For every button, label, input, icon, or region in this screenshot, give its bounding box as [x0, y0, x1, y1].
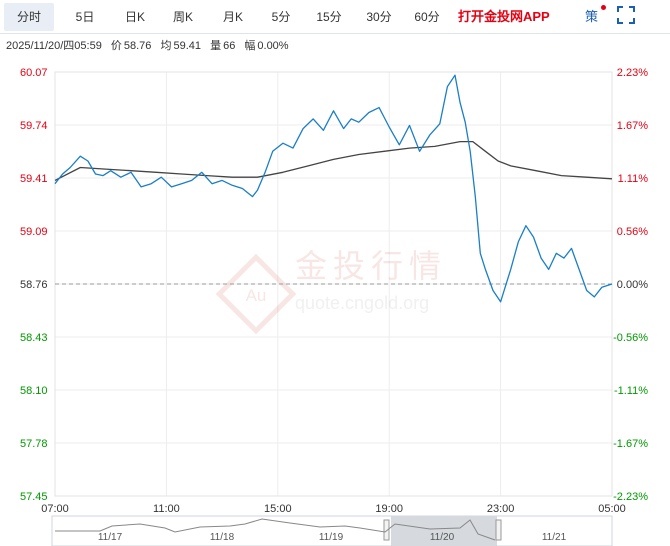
fullscreen-icon[interactable] — [617, 6, 635, 24]
y-left-tick-label: 57.45 — [20, 491, 48, 503]
x-tick-label: 11:00 — [153, 503, 180, 515]
tab-30min[interactable]: 30分 — [366, 10, 392, 24]
info-datetime: 2025/11/20/四05:59 — [6, 40, 102, 52]
price-series-line — [54, 74, 613, 303]
y-left-tick-label: 57.78 — [20, 438, 48, 450]
strategy-button[interactable]: 策 — [585, 9, 599, 24]
x-tick-label: 19:00 — [375, 503, 403, 515]
y-right-tick-label: -1.11% — [614, 385, 648, 397]
info-change: 0.00% — [257, 40, 289, 52]
watermark: Au 金投行情 quote.cngold.org — [215, 248, 447, 335]
tab-5min[interactable]: 5分 — [271, 10, 291, 24]
quote-info-bar: 2025/11/20/四05:59 价 58.76 均 59.41 量 66 幅 0.0… — [6, 37, 295, 55]
y-left-tick-label: 58.43 — [20, 332, 48, 344]
tab-monthly-k[interactable]: 月K — [222, 10, 243, 24]
navigator-date-label: 11/21 — [542, 532, 567, 543]
y-left-tick-label: 59.09 — [20, 226, 48, 238]
average-line — [54, 140, 613, 181]
info-price-label: 价 — [110, 40, 122, 52]
navigator-window — [391, 516, 497, 546]
grid-lines — [54, 71, 613, 497]
tab-15min[interactable]: 15分 — [316, 10, 342, 24]
y-left-tick-label: 60.07 — [20, 67, 48, 79]
navigator-date-label: 11/19 — [319, 532, 344, 543]
y-left-tick-label: 58.10 — [20, 385, 48, 397]
y-axis-left: 60.07 59.74 59.41 59.09 58.76 58.43 58.10 57.78… — [20, 67, 48, 503]
info-price: 58.76 — [123, 40, 152, 52]
navigator-date-label: 11/17 — [98, 532, 123, 543]
y-right-tick-label: 1.67% — [617, 120, 648, 132]
open-app-link[interactable]: 打开金投网APP — [458, 9, 550, 24]
x-tick-label: 05:00 — [598, 503, 626, 515]
y-left-tick-label: 59.41 — [20, 173, 48, 185]
tab-intraday[interactable]: 分时 — [4, 3, 54, 31]
info-volume-label: 量 — [210, 40, 222, 52]
info-volume: 66 — [223, 40, 236, 52]
y-left-tick-label: 58.76 — [20, 279, 48, 291]
y-right-tick-label: -1.67% — [613, 438, 648, 450]
info-avg-label: 均 — [160, 40, 172, 52]
tab-daily-k[interactable]: 日K — [124, 10, 145, 24]
navigator-handle-left — [383, 519, 390, 541]
price-line — [54, 74, 613, 303]
navigator-date-label: 11/18 — [210, 532, 235, 543]
watermark-brand: 金投行情 — [295, 248, 447, 284]
tab-5day[interactable]: 5日 — [75, 10, 95, 24]
watermark-logo-icon — [215, 253, 297, 335]
period-tabbar: 分时 5日 日K 周K 月K 5分 15分 30分 60分 打开金投网APP 策 — [0, 0, 670, 34]
y-axis-right: 2.23% 1.67% 1.11% 0.56% 0.00% -0.56% -1.11% -1.… — [613, 67, 648, 503]
notification-dot — [601, 5, 606, 10]
navigator-date-label: 11/20 — [430, 532, 455, 543]
watermark-logo-text: Au — [246, 286, 267, 305]
navigator-profile — [55, 518, 496, 541]
x-tick-label: 23:00 — [487, 503, 515, 515]
navigator-handle-right — [495, 519, 502, 541]
y-right-tick-label: 0.56% — [617, 226, 648, 238]
info-avg: 59.41 — [173, 40, 202, 52]
y-right-tick-label: 1.11% — [618, 173, 649, 185]
tab-weekly-k[interactable]: 周K — [172, 10, 193, 24]
x-tick-label: 15:00 — [264, 503, 292, 515]
tab-60min[interactable]: 60分 — [414, 10, 440, 24]
x-tick-label: 07:00 — [41, 503, 69, 515]
y-right-tick-label: -2.23% — [613, 491, 648, 503]
watermark-url: quote.cngold.org — [295, 293, 429, 313]
y-right-tick-label: -0.56% — [613, 332, 648, 344]
y-right-tick-label: 0.00% — [617, 279, 648, 291]
average-series-line — [54, 140, 613, 181]
range-navigator[interactable]: 11/17 11/18 11/19 11/20 11/21 — [51, 515, 613, 546]
y-right-tick-label: 2.23% — [617, 67, 648, 79]
navigator-frame — [51, 515, 613, 546]
x-axis: 07:00 11:00 15:00 19:00 23:00 05:00 — [41, 503, 626, 515]
y-left-tick-label: 59.74 — [20, 120, 48, 132]
info-change-label: 幅 — [244, 40, 256, 52]
